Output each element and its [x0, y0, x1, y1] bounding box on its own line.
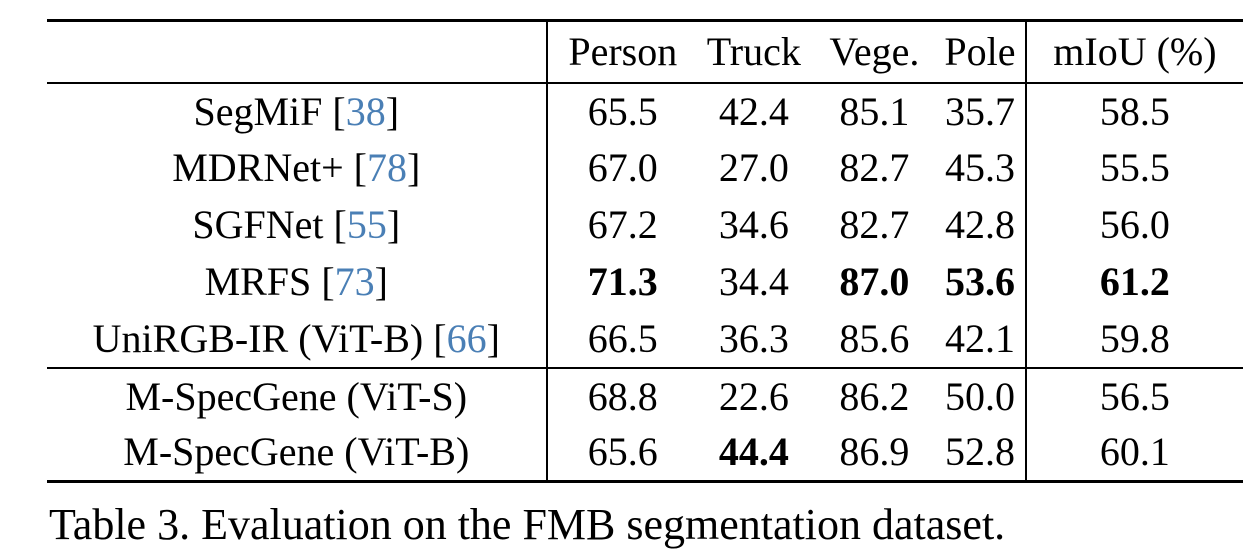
person-value: 68.8 [545, 366, 695, 425]
pole-value: 35.7 [944, 88, 1015, 134]
header-pole: Pole [935, 20, 1026, 84]
vege-value: 85.6 [839, 315, 910, 361]
ref-bracket-open: [ [322, 88, 346, 134]
header-miou: mIoU (%) [1024, 20, 1243, 84]
ref-bracket-open: [ [323, 202, 347, 247]
truck-value: 36.3 [718, 315, 789, 361]
person-value: 67.2 [545, 196, 695, 254]
citation-link[interactable]: 78 [367, 145, 407, 190]
pole-value: 50.0 [935, 366, 1026, 425]
results-table-container: Person Truck Vege. Pole mIoU (%) SegMiF … [47, 19, 1243, 487]
method-cell: SGFNet [55] [47, 197, 547, 254]
ref-bracket-close: ] [386, 202, 401, 247]
ref-bracket-close: ] [407, 145, 421, 190]
table-header-row: Person Truck Vege. Pole mIoU (%) [47, 20, 1243, 84]
table-row: SGFNet [55] 67.2 34.6 82.7 42.8 56.0 [47, 196, 1243, 254]
ref-bracket-open: [ [311, 259, 335, 304]
header-method [47, 20, 547, 84]
method-name: MDRNet+ [172, 145, 344, 190]
table-row: SegMiF [38] 65.5 42.4 85.1 35.7 58.5 [47, 82, 1243, 140]
truck-value: 27.0 [718, 145, 789, 190]
person-value: 66.5 [545, 310, 695, 368]
table-row: UniRGB-IR (ViT-B) [66] 66.5 36.3 85.6 42.1 59… [47, 310, 1243, 368]
table-row: MDRNet+ [78] 67.0 27.0 82.7 45.3 55.5 [47, 139, 1243, 197]
results-table: Person Truck Vege. Pole mIoU (%) SegMiF … [47, 19, 1243, 483]
truck-value: 34.6 [718, 202, 789, 247]
method-cell: MRFS [73] [47, 254, 547, 311]
pole-value: 45.3 [944, 145, 1015, 190]
method-name: M-SpecGene (ViT-B) [123, 429, 470, 475]
method-name: SegMiF [193, 88, 323, 134]
miou-value: 55.5 [1024, 139, 1243, 197]
method-cell: UniRGB-IR (ViT-B) [66] [47, 311, 547, 368]
vege-value: 82.7 [839, 202, 910, 247]
vege-value: 87.0 [839, 259, 910, 304]
table-caption: Table 3. Evaluation on the FMB segmentat… [49, 500, 1006, 549]
person-value: 67.0 [545, 139, 695, 197]
method-cell: M-SpecGene (ViT-S) [47, 366, 547, 425]
person-value: 65.5 [545, 82, 695, 140]
miou-value: 56.0 [1024, 196, 1243, 254]
miou-value: 59.8 [1024, 310, 1243, 368]
method-cell: M-SpecGene (ViT-B) [47, 425, 547, 482]
method-cell: SegMiF [38] [47, 83, 547, 140]
table-row: M-SpecGene (ViT-B) 65.6 44.4 86.9 52.8 60.1 [47, 424, 1243, 482]
table-row: MRFS [73] 71.3 34.4 87.0 53.6 61.2 [47, 253, 1243, 311]
method-name: M-SpecGene (ViT-S) [125, 373, 468, 419]
pole-value: 42.1 [944, 315, 1015, 361]
header-vege: Vege. [813, 20, 936, 84]
header-truck: Truck [694, 20, 814, 84]
truck-value: 44.4 [718, 429, 789, 475]
truck-value: 22.6 [694, 366, 814, 425]
miou-value: 60.1 [1024, 424, 1243, 482]
table-row: M-SpecGene (ViT-S) 68.8 22.6 86.2 50.0 56.5 [47, 366, 1243, 425]
method-cell: MDRNet+ [78] [47, 140, 547, 197]
pole-value: 53.6 [944, 259, 1015, 304]
person-value: 65.6 [545, 424, 695, 482]
vege-value: 86.2 [813, 366, 936, 425]
method-name: UniRGB-IR (ViT-B) [92, 315, 424, 361]
citation-link[interactable]: 73 [334, 259, 375, 304]
ref-bracket-close: ] [486, 315, 500, 361]
header-person: Person [545, 20, 695, 84]
citation-link[interactable]: 38 [345, 88, 386, 134]
ref-bracket-close: ] [374, 259, 388, 304]
truck-value: 34.4 [718, 259, 789, 304]
method-name: SGFNet [192, 202, 324, 247]
ref-bracket-close: ] [385, 88, 400, 134]
miou-value: 56.5 [1024, 366, 1243, 425]
miou-value: 58.5 [1024, 82, 1243, 140]
vege-value: 85.1 [839, 88, 910, 134]
ref-bracket-open: [ [343, 145, 367, 190]
vege-value: 86.9 [839, 429, 910, 475]
person-value: 71.3 [545, 253, 695, 311]
citation-link[interactable]: 55 [346, 202, 387, 247]
ref-bracket-open: [ [423, 315, 447, 361]
truck-value: 42.4 [718, 88, 789, 134]
vege-value: 82.7 [839, 145, 910, 190]
table-body: SegMiF [38] 65.5 42.4 85.1 35.7 58.5 MDRNet+ [… [47, 82, 1243, 482]
method-name: MRFS [204, 259, 312, 304]
pole-value: 52.8 [944, 429, 1015, 475]
citation-link[interactable]: 66 [446, 315, 487, 361]
miou-value: 61.2 [1024, 253, 1243, 311]
pole-value: 42.8 [944, 202, 1015, 247]
